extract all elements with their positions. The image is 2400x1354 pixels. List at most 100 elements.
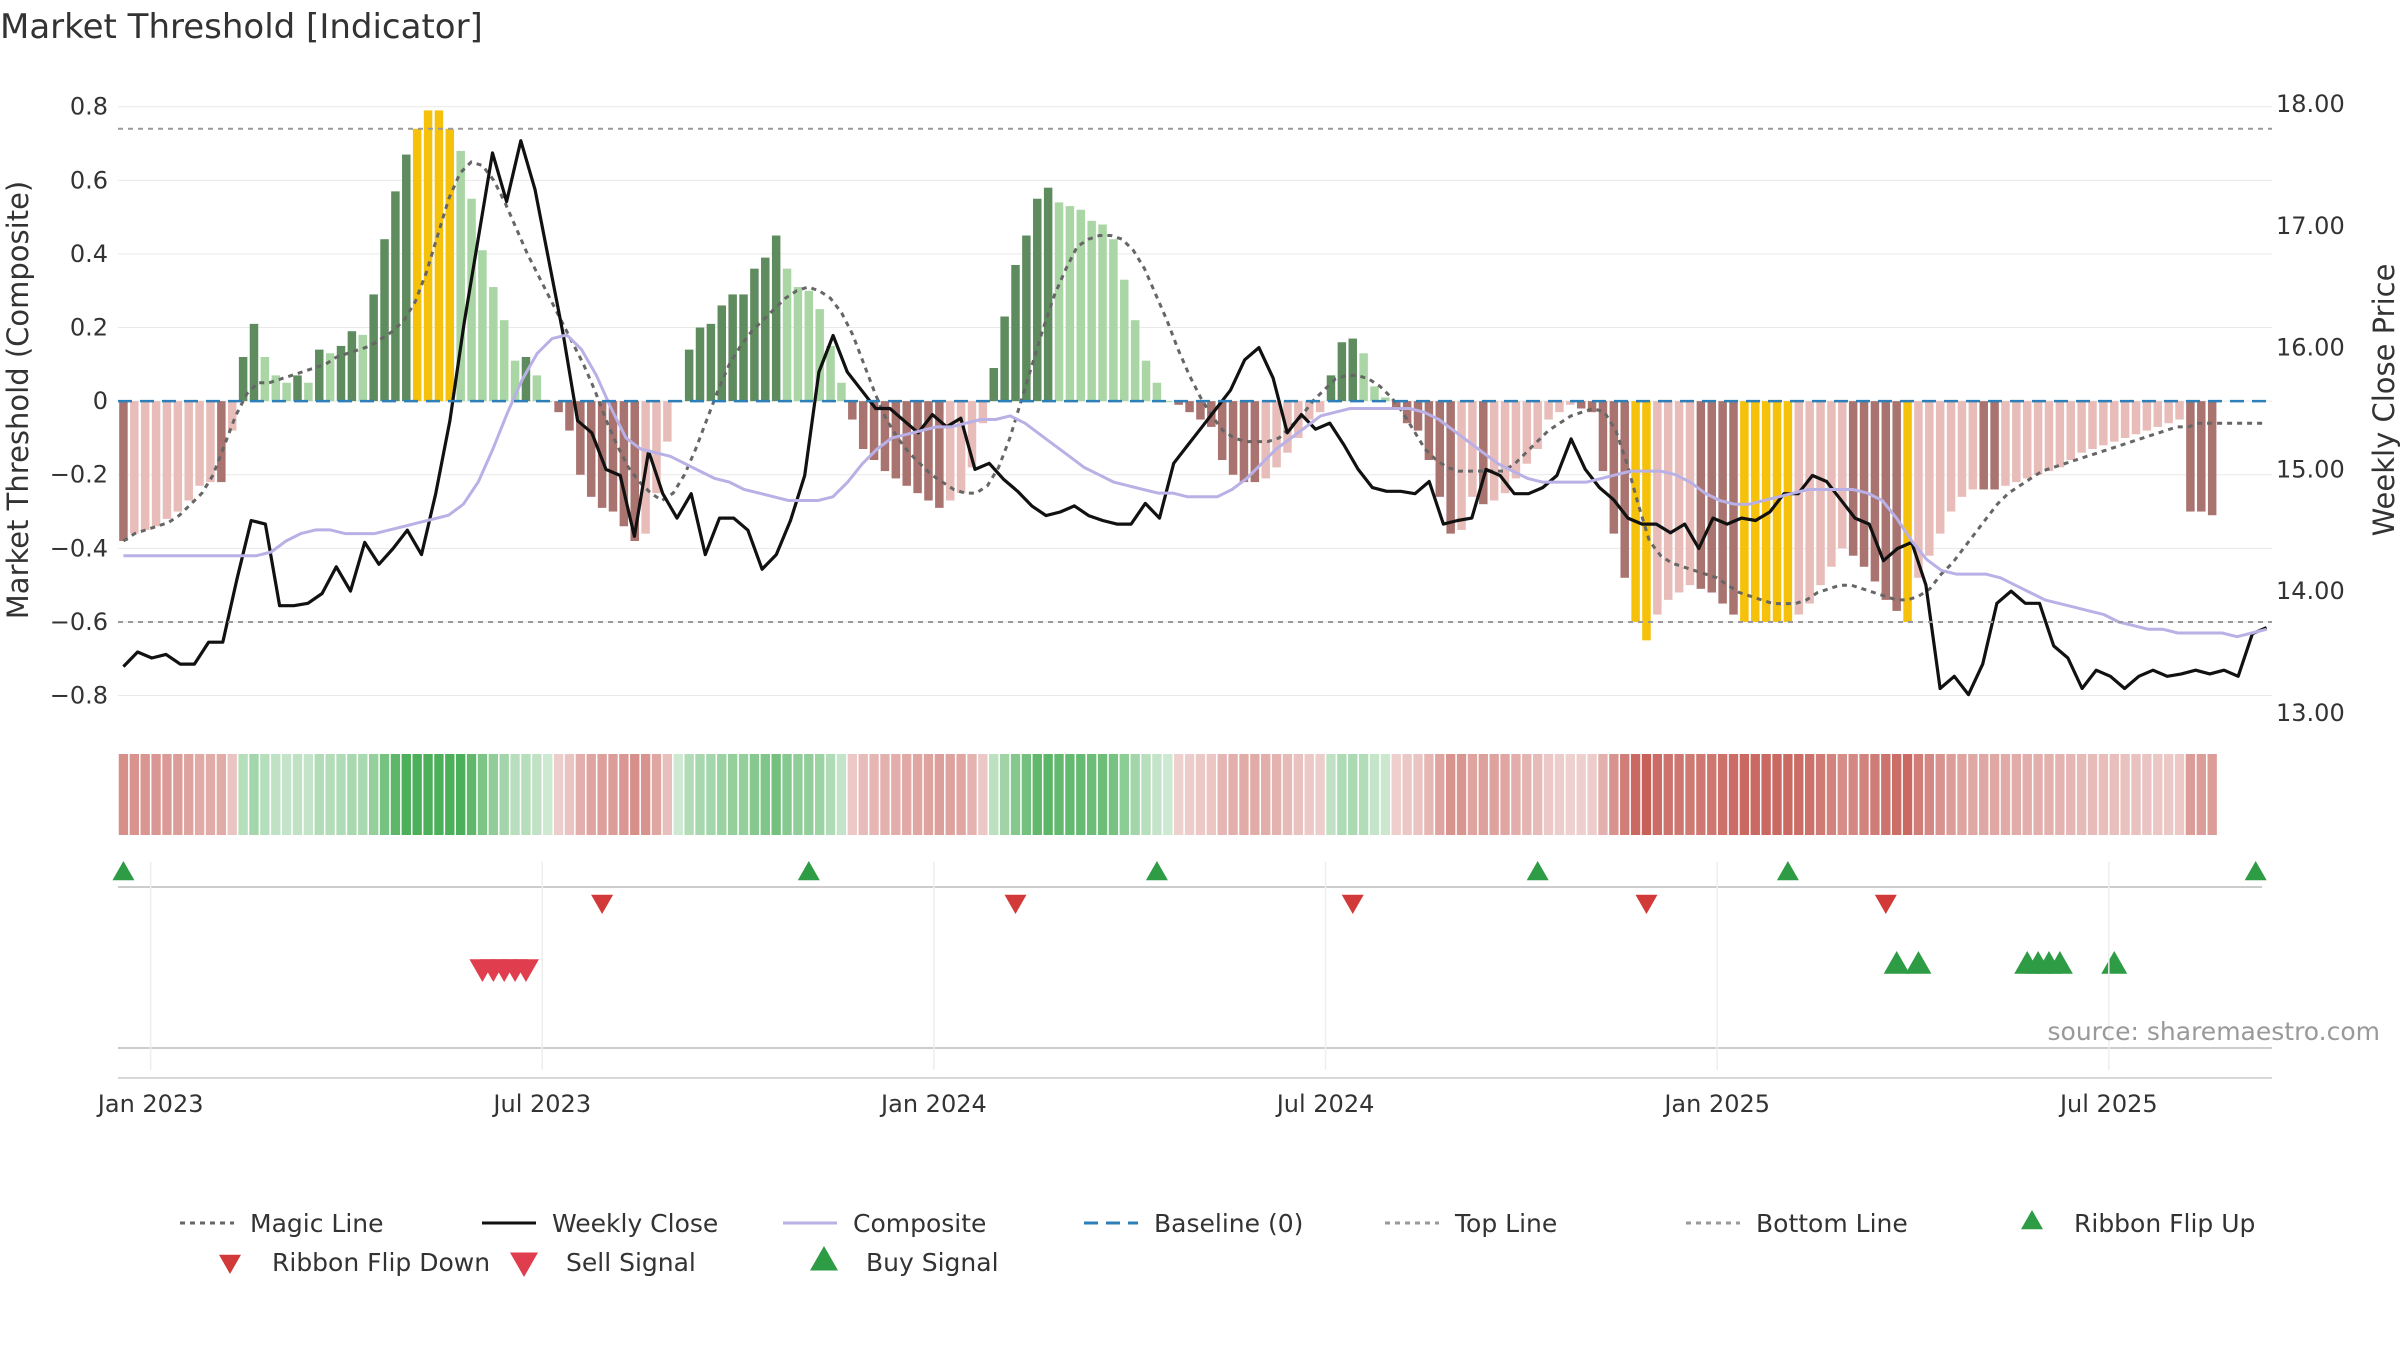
- ribbon-cell: [1728, 754, 1739, 835]
- ribbon-cell: [1478, 754, 1488, 835]
- threshold-bar: [336, 345, 346, 402]
- threshold-bar: [2001, 401, 2010, 486]
- ribbon-cell: [401, 754, 411, 835]
- threshold-bar: [315, 349, 324, 402]
- ribbon-cell: [129, 754, 139, 835]
- series-line-weekly-close: [122, 139, 2268, 697]
- legend-label-composite: Composite: [853, 1209, 986, 1238]
- threshold-bar: [1348, 338, 1357, 402]
- threshold-bar: [478, 250, 487, 402]
- ribbon-cell: [532, 754, 542, 835]
- ribbon-cell: [989, 754, 999, 835]
- threshold-bar: [1881, 401, 1891, 600]
- threshold-bar: [1794, 401, 1804, 615]
- ribbon-cell: [1152, 754, 1162, 835]
- threshold-bar: [1511, 401, 1521, 479]
- ribbon-cell: [923, 754, 934, 835]
- ribbon-cell: [1402, 754, 1412, 835]
- threshold-bar: [423, 110, 433, 402]
- ribbon-cell: [771, 754, 781, 835]
- threshold-bar: [1011, 264, 1020, 402]
- threshold-bar: [1272, 401, 1281, 468]
- threshold-bar: [1261, 401, 1270, 479]
- threshold-bar: [1196, 401, 1205, 420]
- threshold-bar: [989, 368, 998, 402]
- threshold-bar: [151, 401, 161, 527]
- ribbon-flip-up-marker: [1526, 861, 1549, 881]
- signal-markers: [112, 861, 2267, 982]
- ribbon-cell: [184, 754, 194, 835]
- ribbon-cell: [651, 754, 662, 835]
- ribbon-cell: [1935, 754, 1945, 835]
- threshold-bar: [1729, 401, 1738, 615]
- ribbon-flip-down-marker: [1341, 894, 1364, 914]
- threshold-bar: [238, 356, 248, 402]
- threshold-bar: [195, 401, 204, 486]
- legend-label-weekly-close: Weekly Close: [552, 1209, 718, 1238]
- threshold-bar: [880, 401, 890, 472]
- ribbon-cell: [1195, 754, 1206, 835]
- threshold-bar: [510, 360, 520, 402]
- threshold-bar: [1761, 401, 1771, 622]
- threshold-bar: [771, 235, 781, 402]
- threshold-bar: [1631, 401, 1640, 622]
- y-axis-title-right: Weekly Close Price: [2367, 264, 2400, 537]
- threshold-bar: [739, 294, 748, 402]
- ribbon-cell: [1870, 754, 1880, 835]
- ribbon-cell: [1304, 754, 1314, 835]
- ribbon-cell: [1184, 754, 1195, 835]
- threshold-bar: [2012, 401, 2021, 483]
- ribbon-cell: [1086, 754, 1097, 835]
- legend-label-buy-signal: Buy Signal: [866, 1248, 999, 1277]
- threshold-bar: [412, 128, 422, 402]
- ribbon-cell: [869, 754, 879, 835]
- ribbon-cell: [1108, 754, 1119, 835]
- ribbon-cell: [2185, 754, 2196, 835]
- ribbon-cell: [1315, 754, 1325, 835]
- buy-signal-marker: [2101, 951, 2128, 974]
- ribbon-cell: [575, 754, 586, 835]
- threshold-bar: [608, 401, 618, 512]
- threshold-bar: [1566, 401, 1575, 405]
- ribbon-cell: [1337, 754, 1347, 835]
- ribbon-cell: [510, 754, 520, 835]
- threshold-bar: [2175, 401, 2184, 420]
- ribbon-cell: [912, 754, 923, 835]
- ribbon-cell: [1010, 754, 1021, 835]
- threshold-bar: [1740, 401, 1749, 622]
- threshold-bar: [119, 401, 128, 541]
- ribbon-flip-down-marker: [1874, 894, 1897, 914]
- threshold-bar: [793, 287, 803, 402]
- ribbon-cell: [1892, 754, 1902, 835]
- ribbon-cell: [1021, 754, 1032, 835]
- ribbon-cell: [749, 754, 760, 835]
- ribbon-cell: [608, 754, 618, 835]
- ribbon-cell: [1902, 754, 1913, 835]
- threshold-bar: [227, 401, 237, 431]
- legend-swatch-buy-signal: [810, 1246, 838, 1271]
- ribbon-cell: [227, 754, 237, 835]
- threshold-bar: [391, 191, 400, 402]
- ribbon-cell: [717, 754, 727, 835]
- ribbon-cell: [1489, 754, 1499, 835]
- threshold-bar: [815, 309, 824, 402]
- series-line-composite: [123, 333, 2267, 639]
- ribbon-cell: [782, 754, 792, 835]
- threshold-bar: [1141, 360, 1151, 402]
- threshold-bar: [1533, 401, 1542, 449]
- ribbon-flip-down-marker: [1004, 894, 1027, 914]
- ribbon-cell: [1609, 754, 1619, 835]
- threshold-bar: [1109, 239, 1118, 402]
- threshold-bar: [217, 401, 226, 483]
- ribbon-cell: [1685, 754, 1695, 835]
- ribbon-cell: [1043, 754, 1053, 835]
- threshold-bar: [1370, 386, 1379, 402]
- threshold-bar: [2022, 401, 2032, 479]
- threshold-bar: [1500, 401, 1510, 494]
- ribbon-cell: [358, 754, 368, 835]
- threshold-bar: [1946, 401, 1956, 512]
- threshold-bar: [1674, 401, 1684, 593]
- x-tick-label: Jul 2023: [491, 1090, 591, 1118]
- threshold-bar: [2033, 401, 2043, 475]
